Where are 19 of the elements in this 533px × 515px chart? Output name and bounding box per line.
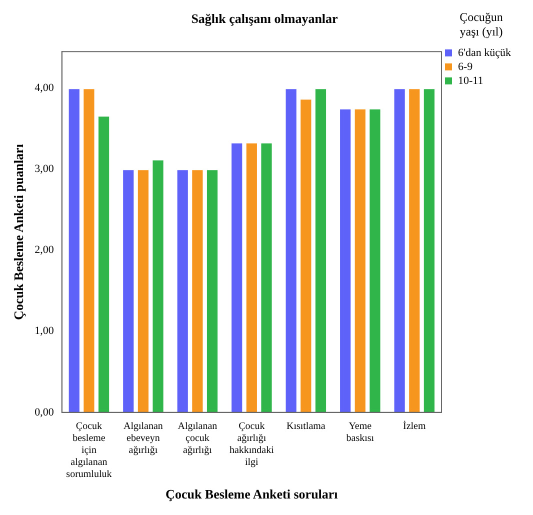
y-tick-label: 3,00 (34, 163, 54, 176)
x-tick-label: Çocuk ağırlığı hakkındaki ilgi (229, 421, 274, 468)
x-axis-title: Çocuk Besleme Anketi soruları (166, 486, 338, 502)
x-tick-label: Çocuk besleme için algılanan sorumluluk (66, 421, 112, 480)
y-tick-label: 2,00 (34, 244, 54, 256)
x-tick-label: Yeme baskısı (346, 421, 374, 444)
y-axis-title: Çocuk Besleme Anketi puanları (11, 144, 26, 320)
legend-title: Çocuğun yaşı (yıl) (460, 10, 503, 39)
chart-title: Sağlık çalışanı olmayanlar (191, 11, 338, 26)
legend-label: 6-9 (458, 60, 474, 73)
x-tick-label: Algılanan ebeveyn ağırlığı (123, 421, 163, 456)
x-tick-label: İzlem (403, 420, 426, 432)
legend-label: 10-11 (458, 74, 484, 87)
x-tick-label: Algılanan çocuk ağırlığı (178, 421, 218, 456)
y-tick-label: 0,00 (34, 406, 54, 418)
x-tick-label: Kısıtlama (286, 421, 326, 432)
y-tick-label: 1,00 (34, 325, 54, 338)
y-tick-label: 4,00 (34, 82, 54, 94)
legend-label: 6'dan küçük (458, 46, 512, 59)
